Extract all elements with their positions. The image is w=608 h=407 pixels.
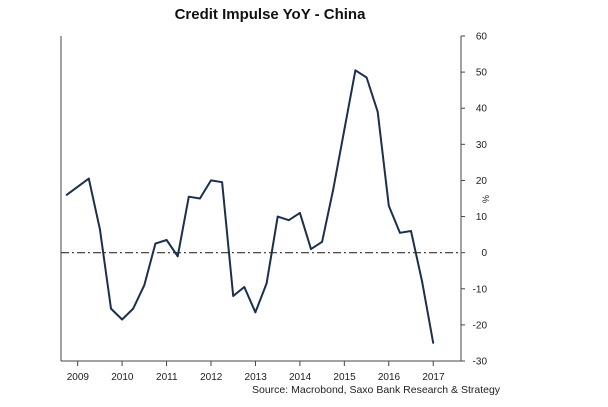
chart-title: Credit Impulse YoY - China bbox=[174, 6, 366, 23]
axes bbox=[60, 36, 462, 362]
data-point bbox=[132, 307, 135, 310]
data-point bbox=[432, 342, 435, 344]
data-point bbox=[387, 204, 390, 207]
y-tick-label: -20 bbox=[473, 320, 488, 331]
data-point bbox=[365, 76, 368, 79]
y-tick-label: -10 bbox=[473, 284, 488, 295]
data-point bbox=[421, 280, 424, 283]
data-point bbox=[165, 239, 168, 241]
y-axis-ticks: 60 50 40 30 20 10 0 -10 -20 -30 bbox=[461, 32, 487, 368]
y-tick-label: 20 bbox=[476, 176, 488, 187]
x-axis-ticks: 2009 2010 2011 2012 2013 2014 2015 2016 2017 bbox=[67, 361, 445, 383]
data-point bbox=[198, 197, 201, 200]
data-point bbox=[287, 219, 290, 222]
data-point bbox=[154, 242, 157, 245]
x-tick-label: 2015 bbox=[333, 372, 356, 383]
data-point bbox=[243, 286, 246, 288]
series-group bbox=[65, 69, 435, 344]
y-tick-label: 30 bbox=[476, 140, 488, 151]
x-tick-label: 2017 bbox=[422, 372, 445, 383]
data-point bbox=[310, 248, 312, 250]
x-tick-label: 2016 bbox=[378, 372, 401, 383]
x-tick-label: 2014 bbox=[289, 372, 312, 383]
x-tick-label: 2012 bbox=[200, 372, 223, 383]
data-point bbox=[265, 282, 268, 285]
data-point bbox=[343, 128, 346, 131]
x-tick-label: 2009 bbox=[67, 372, 90, 383]
data-point bbox=[232, 295, 235, 297]
data-point bbox=[398, 231, 401, 234]
data-point bbox=[121, 318, 124, 321]
y-tick-label: 50 bbox=[476, 68, 488, 79]
data-point bbox=[98, 228, 101, 231]
y-tick-label: 60 bbox=[476, 32, 488, 43]
data-point bbox=[210, 179, 212, 182]
data-point bbox=[298, 212, 301, 214]
data-point bbox=[65, 193, 68, 196]
y-tick-label: 10 bbox=[476, 212, 488, 223]
y-axis-label: % bbox=[481, 195, 491, 203]
data-point bbox=[321, 240, 324, 243]
data-point bbox=[254, 311, 257, 314]
y-tick-label: 0 bbox=[481, 248, 487, 259]
data-point bbox=[354, 69, 357, 72]
source-note: Source: Macrobond, Saxo Bank Research & … bbox=[252, 384, 501, 396]
data-point bbox=[110, 307, 112, 310]
y-tick-label: -30 bbox=[473, 357, 488, 368]
x-tick-label: 2010 bbox=[111, 372, 134, 383]
data-point bbox=[276, 215, 279, 218]
data-point bbox=[376, 110, 379, 113]
data-point bbox=[87, 177, 90, 180]
y-tick-label: 40 bbox=[476, 104, 488, 115]
data-point bbox=[332, 188, 335, 191]
data-point bbox=[410, 230, 412, 232]
x-tick-label: 2011 bbox=[156, 372, 178, 383]
x-tick-label: 2013 bbox=[245, 372, 268, 383]
data-point bbox=[187, 195, 190, 198]
data-point bbox=[143, 284, 146, 287]
data-point bbox=[176, 255, 179, 258]
data-point bbox=[221, 181, 224, 184]
